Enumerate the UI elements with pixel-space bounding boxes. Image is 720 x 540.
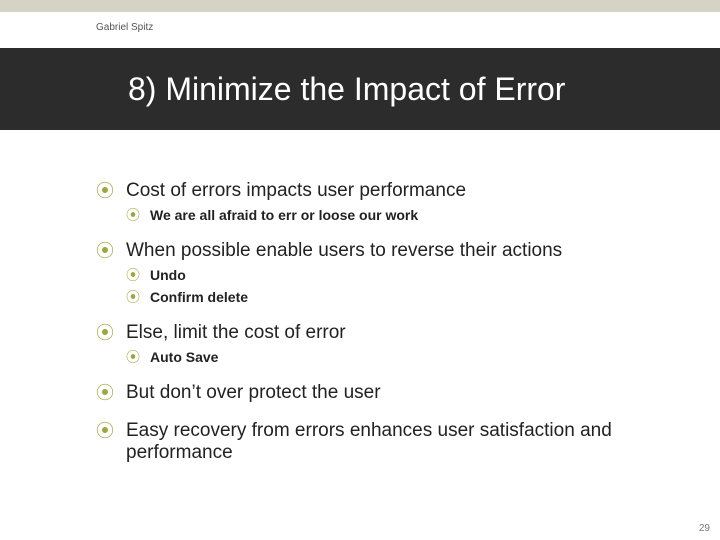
bullet-icon: ⦿ [96,180,114,202]
list-item: ⦿ Cost of errors impacts user performanc… [96,180,650,202]
list-item-text: Cost of errors impacts user performance [126,180,466,202]
sub-list-item-text: Confirm delete [150,288,248,306]
title-bar: 8) Minimize the Impact of Error [0,48,720,130]
sub-list-item-text: We are all afraid to err or loose our wo… [150,206,418,224]
sub-list-item: ⦿ Auto Save [126,348,650,366]
list-item: ⦿ Easy recovery from errors enhances use… [96,420,650,464]
author-name: Gabriel Spitz [96,22,153,33]
bullet-icon: ⦿ [96,322,114,344]
bullet-icon: ⦿ [126,288,140,306]
slide: Gabriel Spitz 8) Minimize the Impact of … [0,0,720,540]
list-item-text: When possible enable users to reverse th… [126,240,562,262]
sub-list-item-text: Auto Save [150,348,218,366]
slide-title: 8) Minimize the Impact of Error [0,71,565,108]
page-number: 29 [699,523,710,534]
list-item: ⦿ When possible enable users to reverse … [96,240,650,262]
sub-list-item: ⦿ Confirm delete [126,288,650,306]
bullet-icon: ⦿ [96,240,114,262]
sub-list-item-text: Undo [150,266,186,284]
bullet-icon: ⦿ [126,266,140,284]
sub-list-item: ⦿ Undo [126,266,650,284]
bullet-icon: ⦿ [126,348,140,366]
list-item-text: But don’t over protect the user [126,382,381,404]
list-item-text: Else, limit the cost of error [126,322,346,344]
bullet-icon: ⦿ [96,382,114,404]
bullet-icon: ⦿ [96,420,114,442]
list-item-text: Easy recovery from errors enhances user … [126,420,650,464]
bullet-icon: ⦿ [126,206,140,224]
sub-list-item: ⦿ We are all afraid to err or loose our … [126,206,650,224]
list-item: ⦿ Else, limit the cost of error [96,322,650,344]
slide-body: ⦿ Cost of errors impacts user performanc… [96,180,650,464]
list-item: ⦿ But don’t over protect the user [96,382,650,404]
top-accent-bar [0,0,720,12]
